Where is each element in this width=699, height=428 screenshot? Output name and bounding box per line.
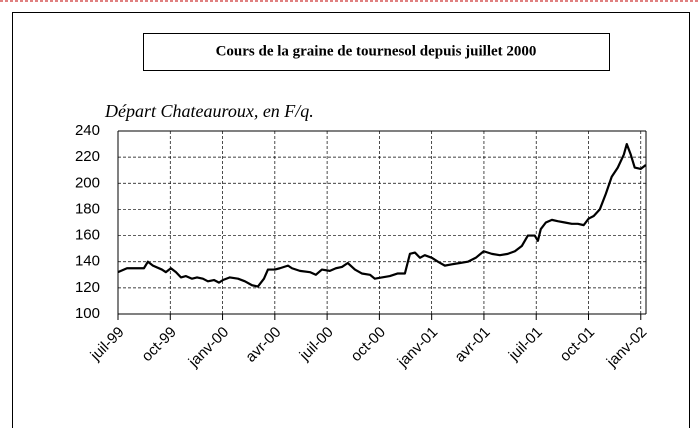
subtitle: Départ Chateauroux, en F/q. — [104, 101, 314, 121]
y-tick-label: 200 — [75, 174, 100, 191]
y-tick-label: 160 — [75, 227, 100, 244]
y-tick-label: 140 — [75, 253, 100, 270]
y-tick-label: 120 — [75, 279, 100, 296]
plot-area — [118, 131, 646, 314]
y-tick-label: 100 — [75, 305, 100, 322]
y-tick-label: 220 — [75, 148, 100, 165]
data-line — [117, 142, 647, 288]
title-box — [143, 33, 610, 71]
y-tick-label: 240 — [75, 122, 100, 139]
y-tick-label: 180 — [75, 200, 100, 217]
chart-title: Cours de la graine de tournesol depuis j… — [216, 43, 537, 59]
